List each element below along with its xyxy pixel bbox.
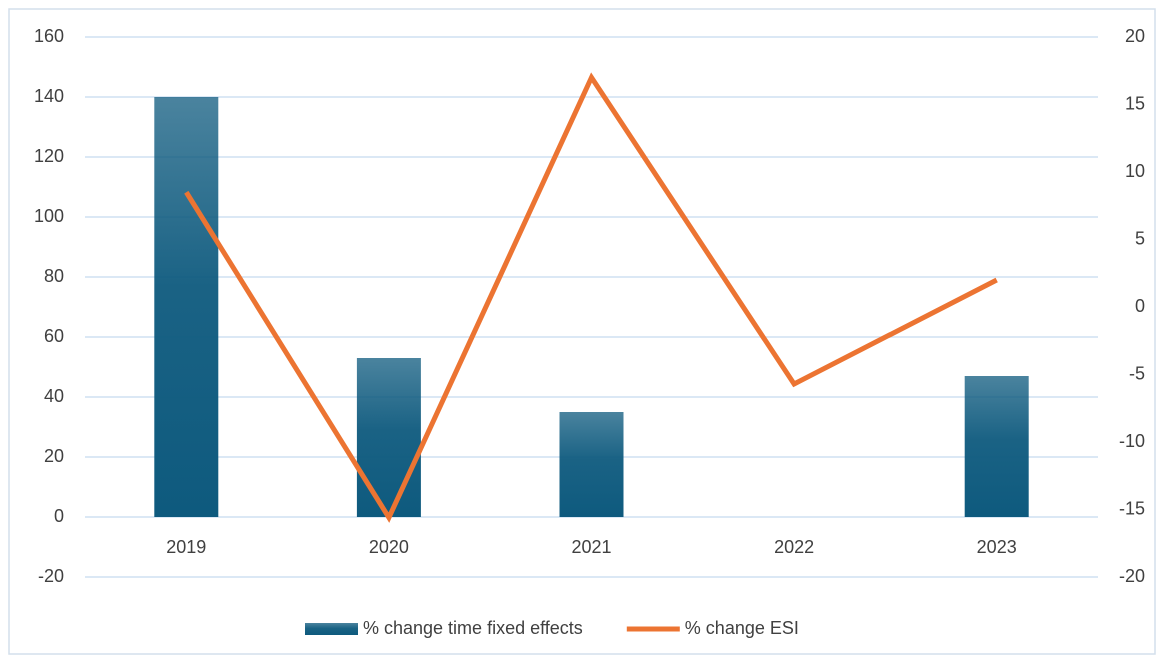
- x-tick-label: 2020: [369, 537, 409, 557]
- line: [184, 72, 998, 523]
- y-tick-label: 140: [34, 86, 64, 106]
- y2-tick-label: -10: [1119, 431, 1145, 451]
- y-tick-label: 80: [44, 266, 64, 286]
- y-tick-label: 20: [44, 446, 64, 466]
- y2-tick-label: 15: [1125, 93, 1145, 113]
- y-tick-label: 160: [34, 26, 64, 46]
- y-tick-label: 40: [44, 386, 64, 406]
- bar: [154, 97, 219, 517]
- y2-tick-label: -5: [1129, 363, 1145, 383]
- bar: [559, 412, 624, 517]
- x-tick-label: 2021: [571, 537, 611, 557]
- x-tick-label: 2019: [166, 537, 206, 557]
- y2-tick-label: 20: [1125, 26, 1145, 46]
- x-tick-label: 2022: [774, 537, 814, 557]
- y-tick-label: 120: [34, 146, 64, 166]
- x-tick-label: 2023: [977, 537, 1017, 557]
- bar: [964, 376, 1029, 517]
- y-tick-label: -20: [38, 566, 64, 586]
- y2-tick-label: 0: [1135, 296, 1145, 316]
- y2-tick-label: 10: [1125, 161, 1145, 181]
- y-tick-label: 60: [44, 326, 64, 346]
- legend-label: % change time fixed effects: [363, 618, 583, 638]
- bar: [356, 358, 421, 517]
- y-tick-label: 100: [34, 206, 64, 226]
- y-tick-label: 0: [54, 506, 64, 526]
- legend-label: % change ESI: [685, 618, 799, 638]
- y2-tick-label: -20: [1119, 566, 1145, 586]
- y2-tick-label: 5: [1135, 228, 1145, 248]
- y2-tick-label: -15: [1119, 498, 1145, 518]
- legend-swatch: [305, 623, 358, 635]
